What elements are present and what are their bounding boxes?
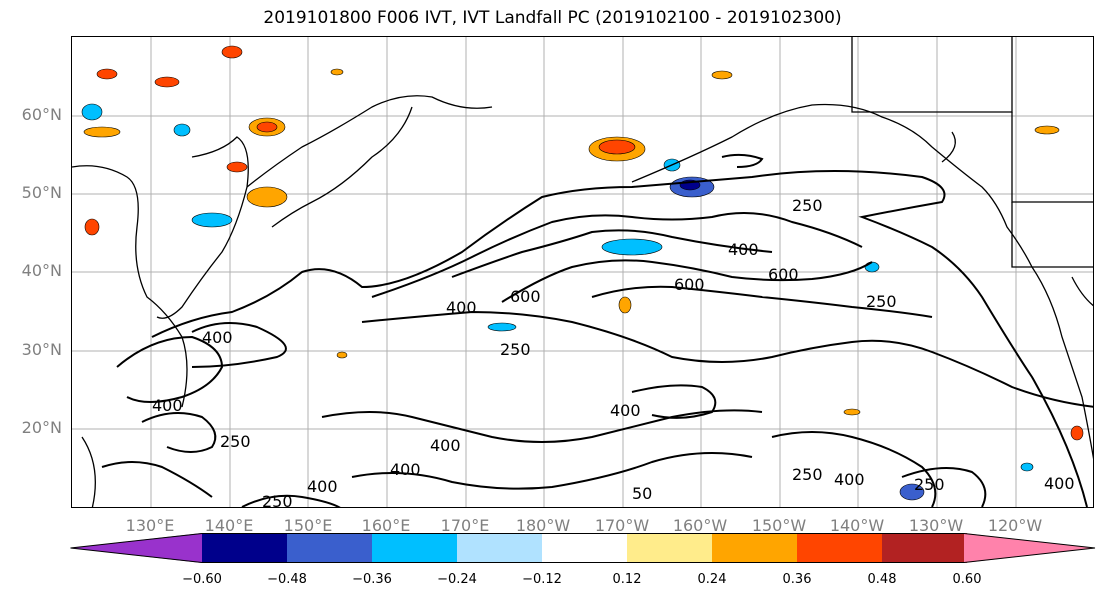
colorbar-segment: [964, 533, 1095, 563]
colorbar-tick-label: 0.12: [597, 572, 657, 587]
colorbar-segment: [287, 533, 372, 563]
contour-label: 50: [632, 484, 652, 503]
contour-label: 600: [510, 287, 541, 306]
contour-label: 400: [1044, 474, 1075, 493]
colorbar-tick-label: 0.36: [767, 572, 827, 587]
map-panel[interactable]: 250 400 600 400 600 600 400 250 400 400 …: [71, 36, 1094, 508]
contour-label: 400: [202, 328, 233, 347]
contour-label: 400: [307, 477, 338, 496]
ivt-contours: [102, 155, 1094, 508]
contour-label: 400: [390, 460, 421, 479]
contour-label: 400: [430, 436, 461, 455]
colorbar-segment: [797, 533, 882, 563]
contour-label: 400: [446, 298, 477, 317]
lat-label: 30°N: [2, 340, 62, 359]
colorbar-segment: [542, 533, 627, 563]
contour-label: 250: [500, 340, 531, 359]
colorbar-tick-label: −0.12: [512, 572, 572, 587]
colorbar-tick-label: 0.24: [682, 572, 742, 587]
contour-label: 400: [728, 240, 759, 259]
contour-label: 400: [610, 401, 641, 420]
lat-label: 40°N: [2, 261, 62, 280]
lat-label: 20°N: [2, 418, 62, 437]
lat-label: 50°N: [2, 183, 62, 202]
contour-label: 250: [914, 475, 945, 494]
contour-label: 250: [792, 465, 823, 484]
map-canvas: 250 400 600 400 600 600 400 250 400 400 …: [72, 37, 1094, 508]
contour-label: 250: [866, 292, 897, 311]
colorbar-segment: [712, 533, 797, 563]
contour-label: 400: [834, 470, 865, 489]
contour-label: 600: [768, 265, 799, 284]
colorbar-tick-label: −0.36: [342, 572, 402, 587]
colorbar-segment: [202, 533, 287, 563]
colorbar-segment: [627, 533, 712, 563]
colorbar-segment: [882, 533, 967, 563]
contour-label: 250: [792, 196, 823, 215]
map-title: 2019101800 F006 IVT, IVT Landfall PC (20…: [0, 8, 1105, 28]
colorbar-tick-label: −0.48: [257, 572, 317, 587]
contour-label: 250: [220, 432, 251, 451]
contour-label: 400: [152, 396, 183, 415]
contour-label: 250: [262, 492, 293, 508]
colorbar-tick-label: 0.60: [937, 572, 997, 587]
colorbar-tick-label: −0.24: [427, 572, 487, 587]
colorbar-tick-label: 0.48: [852, 572, 912, 587]
colorbar-segment: [457, 533, 542, 563]
colorbar: [70, 533, 1096, 563]
colorbar-tick-label: −0.60: [172, 572, 232, 587]
contour-label: 600: [674, 275, 705, 294]
lat-label: 60°N: [2, 105, 62, 124]
colorbar-segment: [70, 533, 202, 563]
colorbar-segment: [372, 533, 457, 563]
